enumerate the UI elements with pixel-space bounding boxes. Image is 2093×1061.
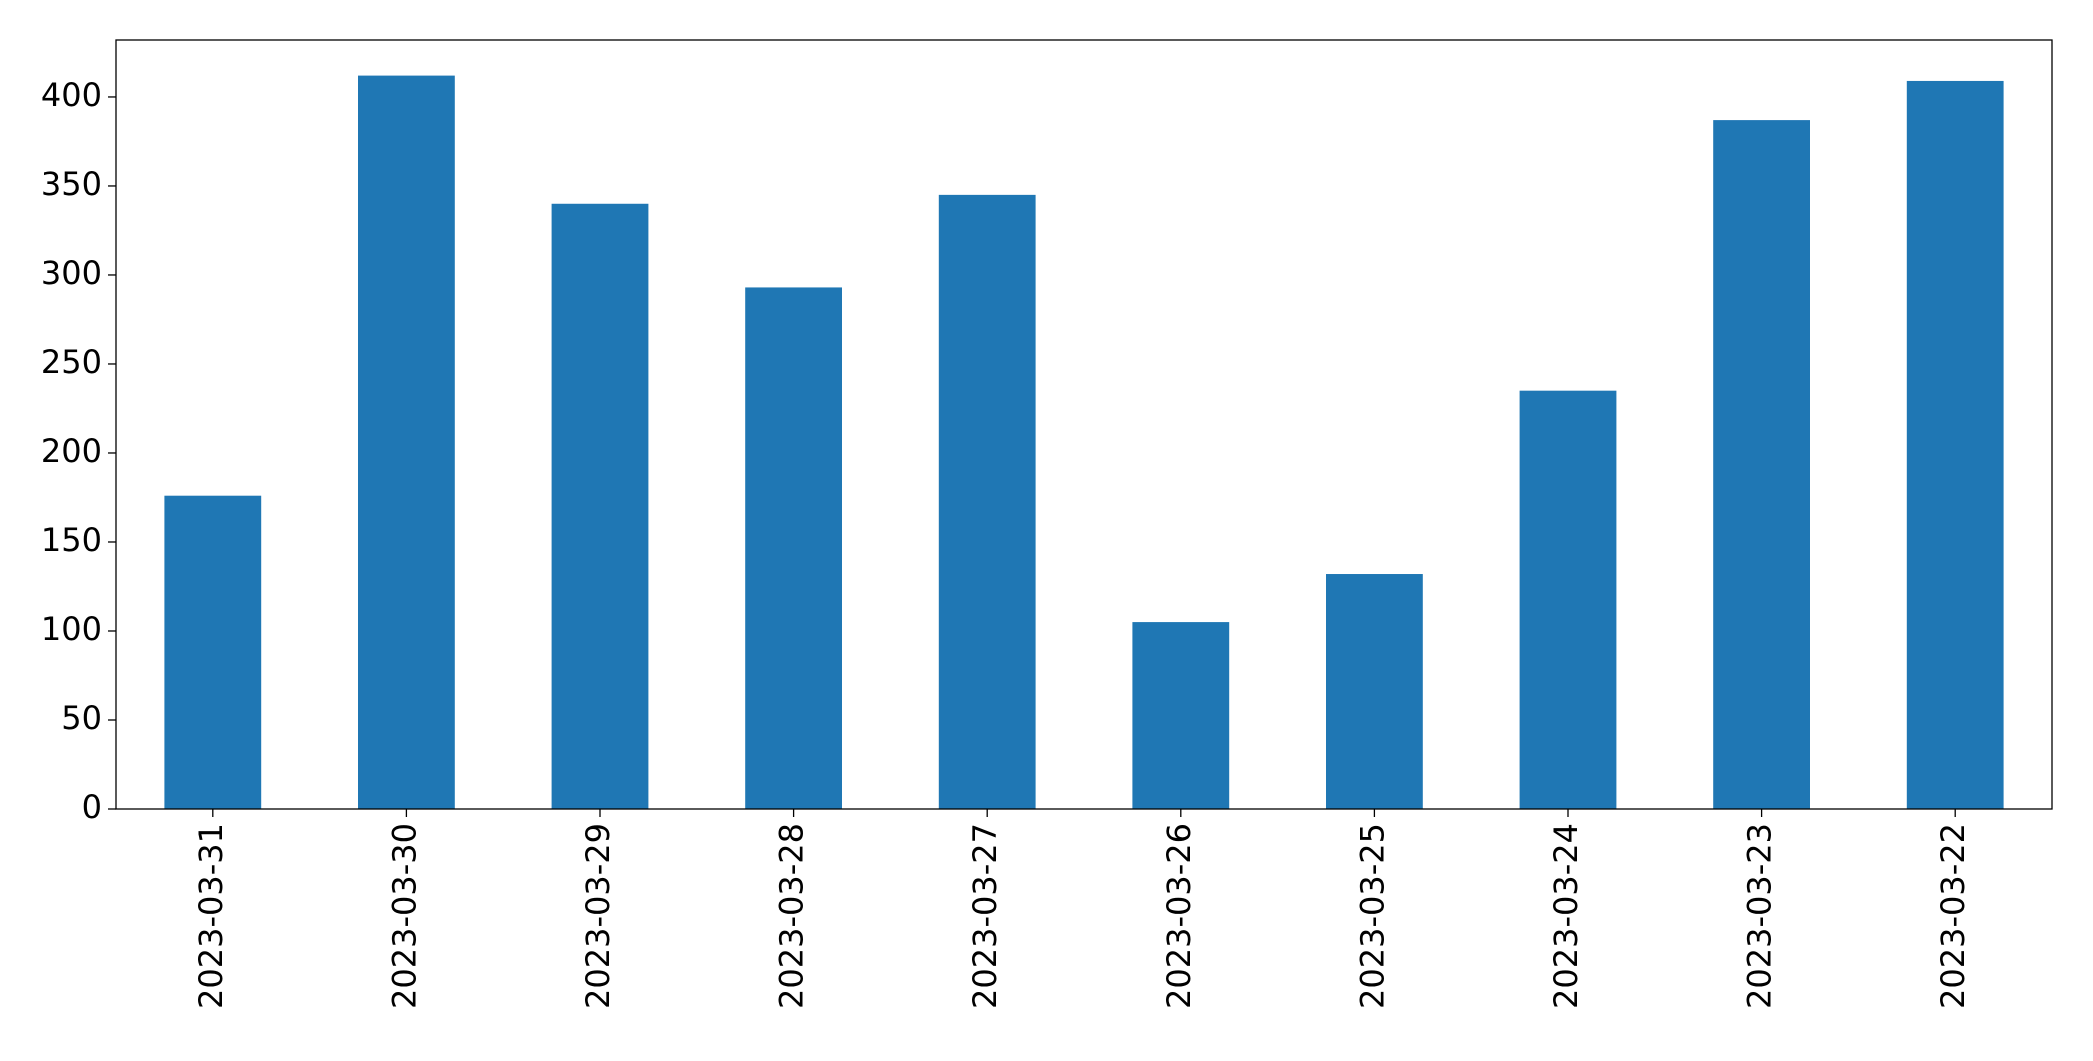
y-tick-label: 100 <box>41 610 102 648</box>
x-tick-label: 2023-03-28 <box>773 823 811 1009</box>
bar <box>551 203 649 809</box>
y-tick-label: 200 <box>41 432 102 470</box>
plot-frame <box>115 39 2053 810</box>
y-tick-label: 250 <box>41 343 102 381</box>
bar <box>938 194 1036 810</box>
x-tick-label: 2023-03-26 <box>1160 823 1198 1009</box>
bar <box>1326 574 1423 809</box>
x-tick-label: 2023-03-29 <box>579 823 617 1009</box>
y-tick-label: 50 <box>61 699 102 737</box>
x-tick-label: 2023-03-22 <box>1934 823 1972 1009</box>
x-tick-label: 2023-03-27 <box>966 823 1004 1009</box>
y-tick-label: 350 <box>41 165 102 203</box>
y-tick-label: 150 <box>41 521 102 559</box>
y-tick-label: 0 <box>82 788 102 826</box>
x-tick-label: 2023-03-31 <box>192 823 230 1009</box>
bar <box>1713 120 1810 809</box>
x-tick-label: 2023-03-30 <box>385 823 423 1009</box>
bar <box>164 495 262 809</box>
x-tick-label: 2023-03-25 <box>1353 823 1391 1009</box>
y-tick-label: 400 <box>41 76 102 114</box>
bar <box>1906 80 2004 809</box>
bar <box>358 75 455 809</box>
bar <box>1132 622 1230 809</box>
x-tick-label: 2023-03-24 <box>1547 823 1585 1009</box>
bar <box>745 287 842 809</box>
x-tick-label: 2023-03-23 <box>1741 823 1779 1009</box>
bar <box>1519 390 1617 809</box>
y-tick-label: 300 <box>41 254 102 292</box>
